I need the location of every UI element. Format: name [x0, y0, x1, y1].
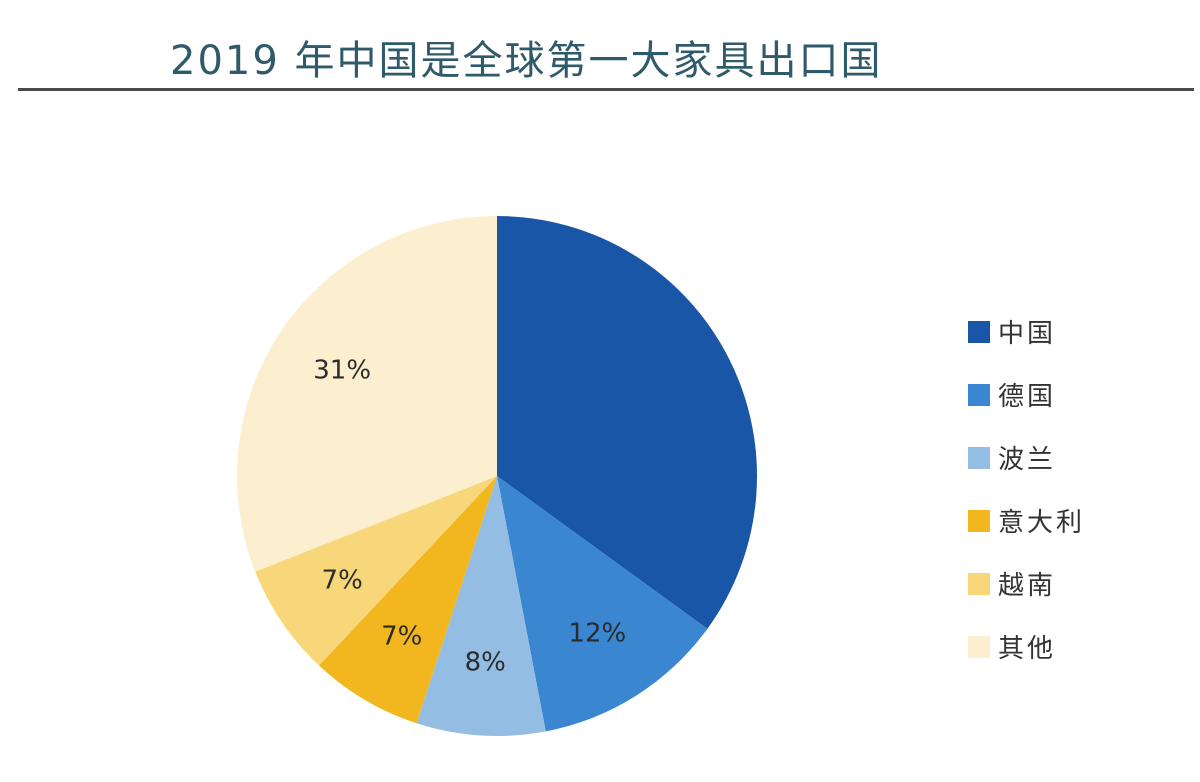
- pie-slice: [416, 476, 546, 736]
- legend: 中国 德国 波兰 意大利 越南 其他: [968, 300, 1085, 678]
- legend-label: 意大利: [998, 508, 1086, 538]
- pie-slices: [237, 216, 758, 736]
- chart-title: 2019 年中国是全球第一大家具出口国: [170, 38, 883, 84]
- legend-label: 波兰: [998, 445, 1057, 475]
- pie-slice: [497, 476, 708, 732]
- slice-label: 12%: [568, 619, 626, 649]
- slice-label: 8%: [465, 647, 506, 677]
- legend-item: 中国: [968, 300, 1085, 363]
- legend-label: 德国: [998, 382, 1057, 412]
- pie-slice: [319, 476, 497, 724]
- legend-swatch: [968, 446, 990, 469]
- legend-swatch: [968, 635, 990, 658]
- legend-swatch: [968, 509, 990, 532]
- pie-slice: [255, 476, 497, 666]
- pie-slice: [237, 216, 497, 572]
- legend-item: 波兰: [968, 426, 1085, 489]
- legend-item: 其他: [968, 615, 1085, 678]
- legend-label: 其他: [998, 634, 1057, 664]
- title-divider: [18, 88, 1194, 91]
- slice-label: 7%: [381, 622, 422, 652]
- legend-item: 越南: [968, 552, 1085, 615]
- legend-item: 德国: [968, 363, 1085, 426]
- pie-labels: 12% 8% 7% 7% 31%: [313, 355, 626, 677]
- legend-label: 越南: [998, 571, 1057, 601]
- slice-label: 7%: [322, 566, 363, 596]
- slice-label: 31%: [313, 355, 371, 385]
- legend-swatch: [968, 320, 990, 343]
- legend-label: 中国: [998, 319, 1057, 349]
- pie-slice: [497, 216, 758, 629]
- legend-swatch: [968, 383, 990, 406]
- legend-swatch: [968, 572, 990, 595]
- legend-item: 意大利: [968, 489, 1085, 552]
